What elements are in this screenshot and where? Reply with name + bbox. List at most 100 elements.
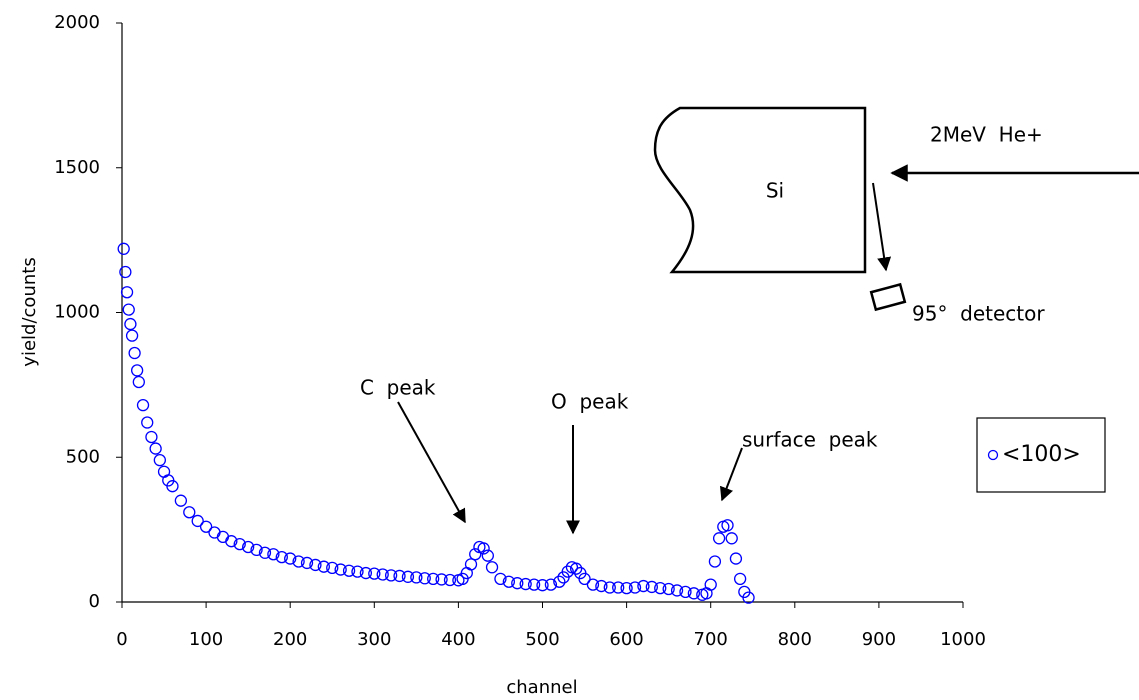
y-tick-label: 2000 — [54, 12, 100, 33]
data-point — [561, 565, 574, 578]
data-point — [418, 572, 431, 585]
data-point — [612, 581, 625, 594]
data-point — [729, 552, 743, 565]
annotation: surface peak — [742, 428, 878, 452]
data-point — [342, 564, 356, 577]
data-point — [401, 570, 415, 583]
data-point — [119, 265, 132, 279]
data-point — [225, 535, 238, 548]
data-point — [199, 520, 213, 533]
x-tick-label: 600 — [609, 629, 643, 650]
data-point — [679, 585, 692, 599]
data-point — [351, 565, 364, 578]
annotation: C peak — [360, 376, 436, 400]
y-tick-label: 0 — [89, 591, 100, 612]
data-point — [733, 572, 747, 585]
y-tick-label: 1000 — [54, 302, 100, 323]
data-point — [208, 526, 221, 539]
data-point — [153, 453, 166, 467]
data-point — [384, 569, 398, 582]
data-point — [708, 555, 722, 568]
data-point — [149, 442, 162, 455]
data-point — [670, 584, 684, 597]
data-point — [166, 480, 179, 493]
data-point — [258, 546, 272, 559]
x-tick-label: 500 — [525, 629, 559, 650]
data-point — [485, 561, 499, 574]
data-point — [725, 532, 738, 545]
y-tick-label: 1500 — [54, 157, 100, 178]
data-point — [130, 364, 144, 377]
x-tick-label: 900 — [862, 629, 896, 650]
data-point — [292, 555, 305, 568]
data-point — [141, 416, 154, 429]
data-point — [359, 566, 373, 580]
x-axis-title: channel — [506, 677, 577, 698]
data-point — [122, 303, 135, 316]
x-tick-label: 400 — [441, 629, 475, 650]
data-point — [157, 465, 171, 478]
data-point — [300, 556, 314, 570]
data-point — [527, 578, 541, 591]
data-point — [368, 567, 381, 580]
annotation: O peak — [551, 390, 629, 414]
data-point — [511, 577, 524, 590]
data-point — [481, 549, 494, 562]
data-point — [376, 568, 389, 581]
data-point — [620, 581, 633, 595]
data-point — [191, 514, 204, 528]
data-point — [502, 575, 516, 588]
y-tick-label: 500 — [66, 446, 100, 467]
data-point — [393, 569, 406, 583]
data-point — [595, 579, 608, 593]
data-point — [637, 579, 650, 593]
data-point — [128, 346, 141, 360]
data-point — [125, 329, 139, 342]
annotation: 2MeV He+ — [930, 123, 1043, 147]
data-point — [120, 286, 134, 299]
legend-box — [976, 417, 1106, 493]
data-point — [494, 572, 507, 585]
data-point — [662, 582, 675, 596]
data-point — [742, 591, 755, 604]
data-point — [275, 550, 288, 564]
data-point — [645, 580, 658, 594]
x-tick-label: 200 — [273, 629, 307, 650]
data-point — [427, 572, 440, 585]
data-point — [654, 581, 667, 595]
data-point — [700, 587, 713, 600]
data-point — [326, 561, 339, 574]
data-point — [241, 540, 255, 554]
data-point — [569, 562, 583, 575]
data-point — [586, 578, 600, 591]
legend-label: <100> — [1002, 442, 1081, 467]
x-tick-label: 100 — [189, 629, 223, 650]
annotation: 95° detector — [912, 302, 1045, 326]
data-point — [435, 573, 448, 586]
data-point — [704, 578, 717, 591]
data-point — [712, 532, 726, 545]
data-point — [544, 578, 558, 591]
data-point — [519, 577, 532, 591]
data-point — [145, 430, 158, 444]
si-diagram — [653, 106, 1139, 312]
data-point — [233, 537, 246, 551]
legend-marker — [987, 449, 999, 461]
x-tick-label: 800 — [778, 629, 812, 650]
data-point — [284, 552, 297, 565]
data-point — [469, 548, 482, 561]
data-point — [553, 575, 566, 588]
y-axis-title: yield/counts — [19, 257, 40, 366]
data-point — [124, 317, 137, 331]
data-point — [687, 587, 701, 600]
data-point — [117, 242, 130, 255]
data-point — [309, 558, 322, 572]
data-point — [267, 548, 280, 561]
data-point — [464, 558, 478, 571]
data-point — [216, 530, 230, 544]
data-point — [136, 398, 150, 412]
data-point — [174, 494, 188, 507]
data-point — [317, 560, 330, 573]
data-point — [536, 579, 549, 592]
